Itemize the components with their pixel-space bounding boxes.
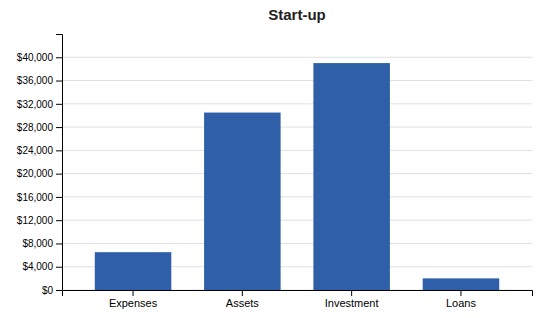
grid-line (62, 80, 532, 81)
x-tick-label: Expenses (109, 297, 158, 309)
y-tick-label: $16,000 (17, 192, 54, 203)
x-tick: Loans (446, 290, 476, 309)
y-tick-label: $32,000 (17, 99, 54, 110)
x-axis: Expenses Assets Investment Loans (63, 290, 533, 309)
y-tick-mark (56, 197, 62, 198)
bar (204, 113, 281, 290)
x-tick: Investment (325, 290, 379, 309)
y-tick-mark (56, 150, 62, 151)
y-tick-label: $20,000 (17, 168, 54, 179)
chart: $0 $4,000 $8,000 $12,000 $16,000 $20,000 $24,0… (0, 0, 550, 318)
x-tick: Expenses (109, 290, 158, 309)
y-tick-label: $4,000 (22, 261, 53, 272)
y-tick: $24,000 (17, 145, 62, 156)
grid (62, 57, 532, 290)
bar (423, 278, 500, 290)
x-tick-mark (460, 290, 461, 296)
grid-line (62, 220, 532, 221)
y-tick-mark (56, 81, 62, 82)
x-tick-mark (242, 290, 243, 296)
y-tick-mark (56, 267, 62, 268)
x-tick-label: Investment (325, 297, 379, 309)
y-tick-mark (56, 174, 62, 175)
y-tick-label: $8,000 (22, 238, 53, 249)
x-tick-mark (351, 290, 352, 296)
x-tick-label: Loans (446, 297, 476, 309)
y-tick: $36,000 (17, 75, 62, 86)
y-tick-mark (56, 57, 62, 58)
x-tick-mark (133, 290, 134, 296)
y-tick-label: $0 (42, 285, 54, 296)
y-tick-label: $12,000 (17, 215, 54, 226)
bars (95, 63, 499, 290)
y-tick: $4,000 (22, 261, 62, 272)
grid-line (62, 173, 532, 174)
y-tick-mark (56, 243, 62, 244)
y-tick-mark (56, 104, 62, 105)
y-tick: $8,000 (22, 238, 62, 249)
grid-line (62, 243, 532, 244)
y-tick-label: $40,000 (17, 52, 54, 63)
grid-line (62, 196, 532, 197)
title: Start-up (268, 6, 326, 23)
x-tick-label: Assets (226, 297, 260, 309)
y-axis-line (56, 35, 63, 291)
grid-line (62, 127, 532, 128)
y-tick: $40,000 (17, 52, 62, 63)
x-axis-line (63, 291, 533, 297)
bar (95, 252, 172, 290)
y-axis: $0 $4,000 $8,000 $12,000 $16,000 $20,000 $24,0… (17, 35, 63, 296)
bar (313, 63, 390, 290)
y-tick-mark (56, 290, 62, 291)
y-tick-mark (56, 220, 62, 221)
y-tick-mark (56, 127, 62, 128)
y-tick: $32,000 (17, 99, 62, 110)
y-tick: $28,000 (17, 122, 62, 133)
y-tick: $16,000 (17, 192, 62, 203)
y-tick-label: $36,000 (17, 75, 54, 86)
y-tick-label: $28,000 (17, 122, 54, 133)
grid-line (62, 150, 532, 151)
y-tick: $12,000 (17, 215, 62, 226)
x-tick: Assets (226, 290, 260, 309)
grid-line (62, 57, 532, 58)
y-tick: $0 (42, 285, 62, 296)
y-tick: $20,000 (17, 168, 62, 179)
grid-line (62, 103, 532, 104)
plot-area: $0 $4,000 $8,000 $12,000 $16,000 $20,000 $24,0… (17, 35, 533, 309)
y-tick-label: $24,000 (17, 145, 54, 156)
